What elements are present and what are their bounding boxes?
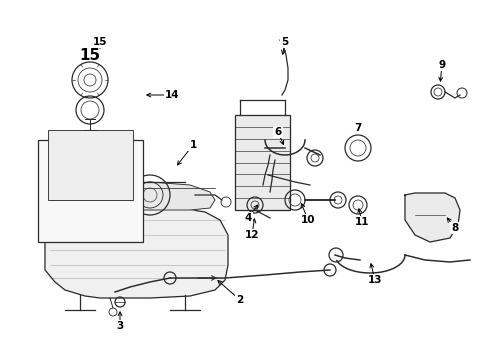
Polygon shape [45,208,227,298]
Text: 14: 14 [164,90,179,100]
Text: 1: 1 [189,140,196,150]
Text: 5: 5 [281,37,288,47]
Bar [235,115,289,210]
Polygon shape [404,193,459,242]
Text: 8: 8 [450,223,458,233]
Bar [38,140,142,242]
Text: 9: 9 [438,60,445,70]
Bar [48,130,133,200]
Text: 6: 6 [274,127,281,137]
Text: 4: 4 [244,213,251,223]
Text: 15: 15 [79,48,101,63]
Text: 15: 15 [93,37,107,47]
Text: 11: 11 [354,217,368,227]
Polygon shape [80,182,215,210]
Text: 10: 10 [300,215,315,225]
Text: 12: 12 [244,230,259,240]
Polygon shape [235,115,289,210]
Text: 3: 3 [116,321,123,331]
Text: 13: 13 [367,275,382,285]
Text: 2: 2 [236,295,243,305]
Text: 7: 7 [354,123,361,133]
